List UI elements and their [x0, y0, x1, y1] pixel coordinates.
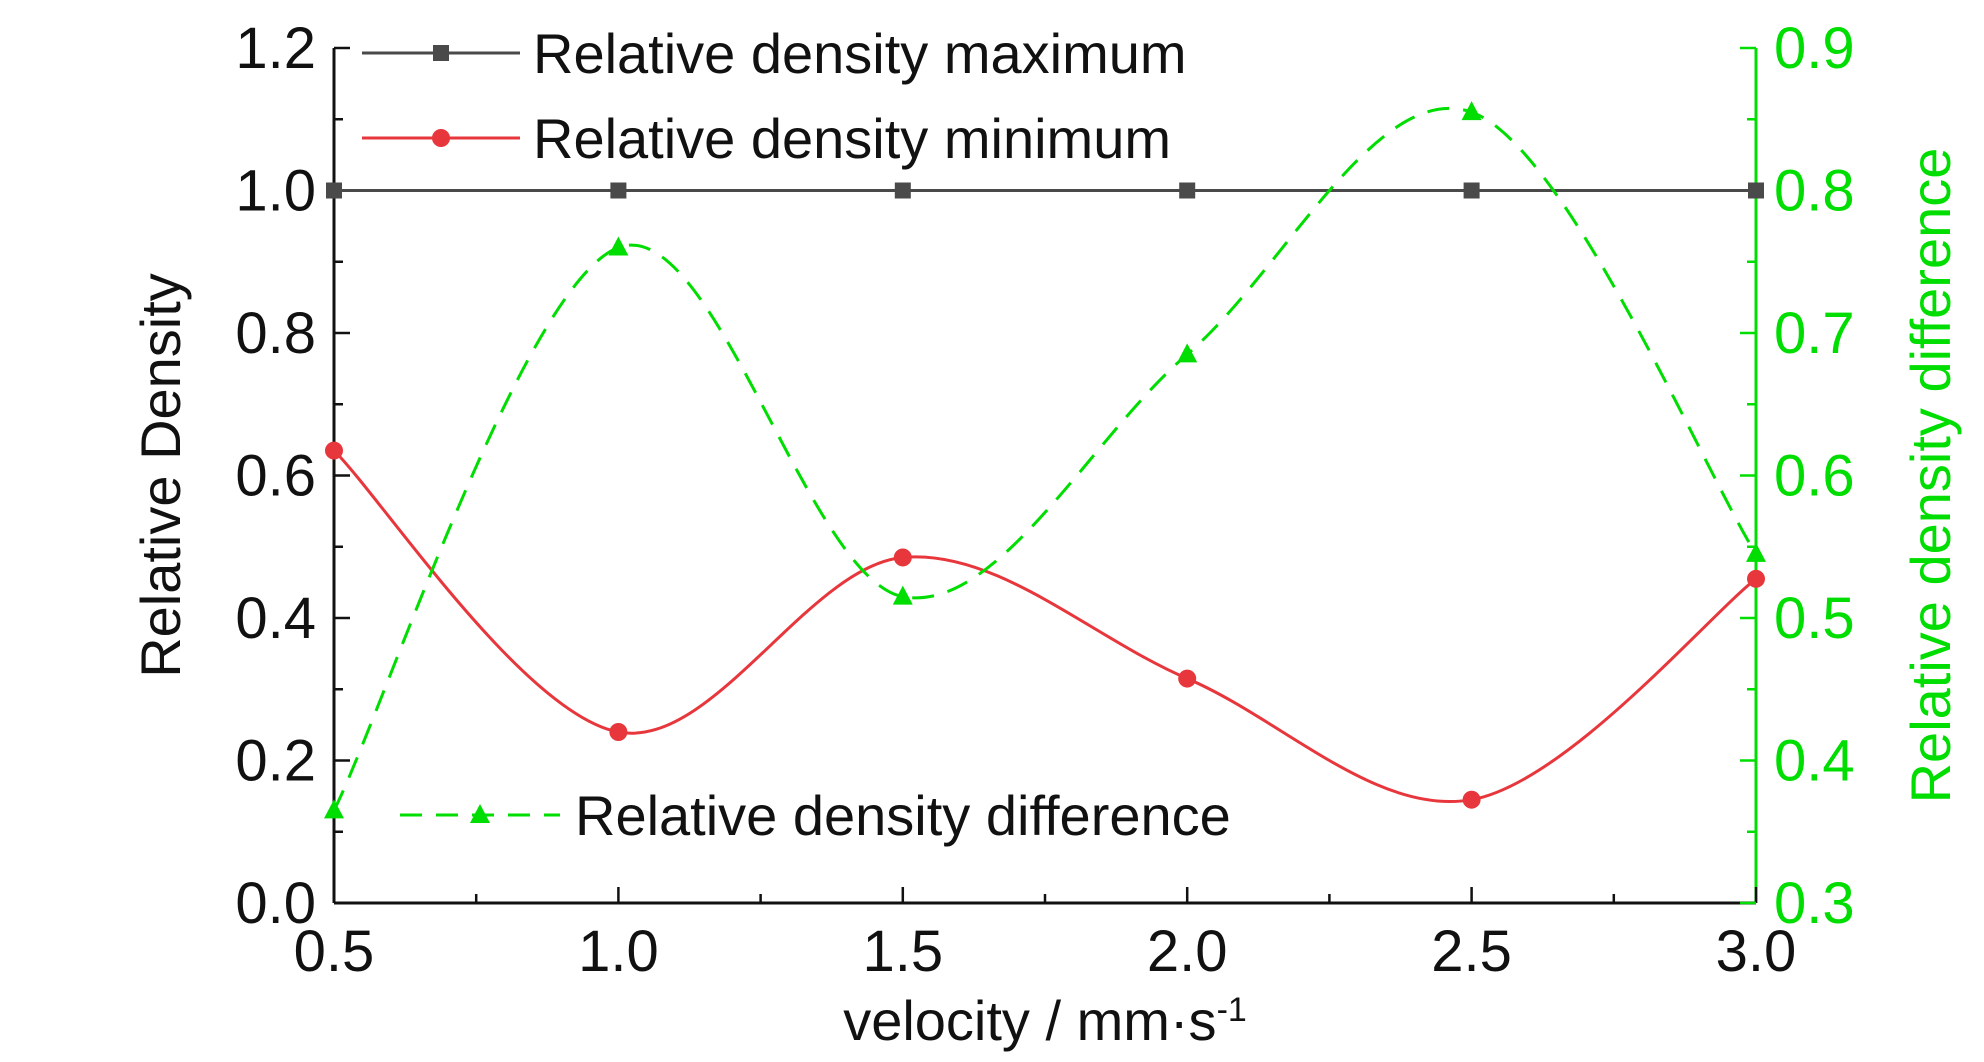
series-diff-point	[608, 236, 629, 256]
x-tick-label: 3.0	[1716, 919, 1797, 984]
y2-tick-label: 0.5	[1774, 586, 1855, 651]
x-axis-title: velocity / mm·s-1	[843, 989, 1247, 1052]
legend-marker-diff	[470, 804, 490, 823]
series-min-point	[1178, 669, 1197, 688]
legend-label-max: Relative density maximum	[533, 22, 1187, 85]
series-diff-point	[1177, 343, 1198, 363]
series-diff-point	[324, 799, 344, 819]
series-max-point	[1748, 182, 1764, 199]
series-max-point	[1179, 182, 1196, 199]
y2-tick-label: 0.8	[1774, 159, 1855, 224]
axes-layer: 0.5 1.0 1.5 2.0 2.5 3.0 0.0 0.2 0.4 0.6 0.8 1.0 1.2 0…	[129, 16, 1962, 1052]
series-diff	[324, 101, 1766, 819]
x-tick-label: 1.5	[862, 919, 943, 984]
y2-tick-label: 0.6	[1774, 444, 1855, 509]
y2-tick-label: 0.7	[1774, 301, 1855, 366]
series-layer	[324, 101, 1766, 819]
series-min-point	[609, 723, 628, 741]
series-min-point	[893, 548, 912, 567]
x-tick-label: 0.5	[294, 919, 375, 984]
series-diff-line	[332, 106, 1758, 812]
x-axis-title-exponent: -1	[1217, 991, 1247, 1029]
y-tick-label: 0.8	[235, 301, 316, 366]
legend-label-diff: Relative density difference	[575, 784, 1231, 847]
series-min-point	[1747, 569, 1765, 588]
series-diff-point	[1746, 542, 1766, 562]
y-axis-title: Relative Density	[129, 273, 192, 678]
legend-entry-max: Relative density maximum	[362, 22, 1187, 85]
series-max-point	[894, 182, 911, 199]
y-tick-label: 0.6	[235, 444, 316, 509]
series-min-point	[325, 441, 343, 460]
legend-entry-diff: Relative density difference	[400, 784, 1231, 847]
y2-axis-title: Relative density difference	[1899, 148, 1962, 804]
series-min	[325, 441, 1765, 809]
series-min-line	[332, 449, 1757, 803]
y2-tick-label: 0.3	[1774, 871, 1855, 936]
series-max-point	[326, 182, 342, 199]
y-tick-label: 0.0	[235, 871, 316, 936]
y2-tick-label: 0.4	[1774, 729, 1855, 794]
legend-entry-min: Relative density minimum	[362, 107, 1171, 170]
y-tick-label: 0.2	[235, 729, 316, 794]
x-tick-label: 2.0	[1147, 919, 1228, 984]
legend-layer: Relative density maximum Relative density…	[362, 22, 1231, 847]
series-max	[326, 182, 1764, 199]
series-min-point	[1462, 790, 1481, 809]
y-tick-label: 0.4	[235, 586, 316, 651]
legend-label-min: Relative density minimum	[533, 107, 1171, 170]
series-max-point	[1463, 182, 1480, 199]
series-max-point	[610, 182, 627, 199]
y2-tick-label: 0.9	[1774, 16, 1855, 81]
legend-marker-min	[432, 129, 450, 147]
series-diff-point	[1461, 101, 1482, 121]
y-tick-label: 1.0	[235, 159, 316, 224]
y-tick-label: 1.2	[235, 16, 316, 81]
legend-marker-max	[433, 45, 449, 61]
x-tick-label: 1.0	[578, 919, 659, 984]
x-tick-label: 2.5	[1431, 919, 1512, 984]
series-diff-point	[892, 585, 913, 605]
